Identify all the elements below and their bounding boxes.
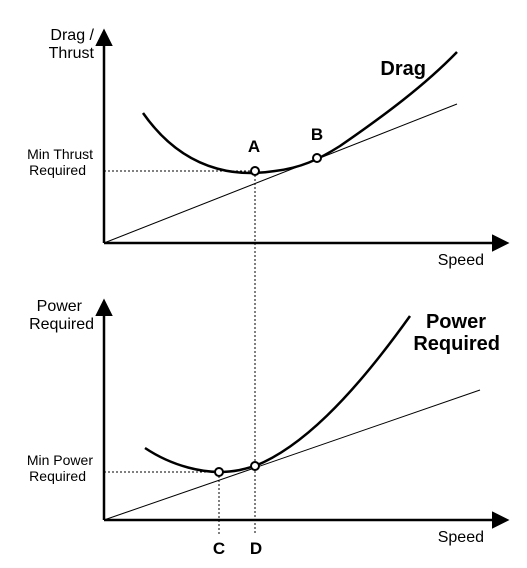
top-y-axis-label-line2: Thrust [49,45,95,62]
point-d-marker [250,461,260,471]
point-b-label: B [311,125,323,144]
point-d-label: D [250,539,262,558]
min-thrust-label-line2: Required [29,162,86,178]
drag-curve-label: Drag [380,58,426,80]
min-power-label-line2: Required [29,468,86,484]
bottom-y-axis-label-line2: Required [29,316,94,333]
power-required-curve [144,315,412,474]
min-power-label-line1: Min Power [27,452,93,468]
power-required-graph: Power Required Speed Min Power Required … [27,298,510,558]
drag-curve [141,51,458,175]
power-curve-label-line2: Required [413,333,500,355]
top-y-axis-label-line1: Drag / [50,27,94,44]
point-c-marker [214,467,224,477]
min-thrust-label-line1: Min Thrust [27,146,93,162]
point-a-marker [250,166,260,176]
top-thrust-tangent-line [103,103,458,244]
bottom-power-tangent-line [103,389,481,521]
point-a-label: A [248,137,260,156]
point-b-marker [312,153,322,163]
bottom-x-axis-label: Speed [438,529,484,546]
top-x-axis-label: Speed [438,252,484,269]
bottom-y-axis-label-line1: Power [37,298,83,315]
power-curve-label-line1: Power [426,311,486,333]
point-c-label: C [213,539,225,558]
drag-thrust-graph: Drag / Thrust Speed Min Thrust Required … [27,27,510,269]
